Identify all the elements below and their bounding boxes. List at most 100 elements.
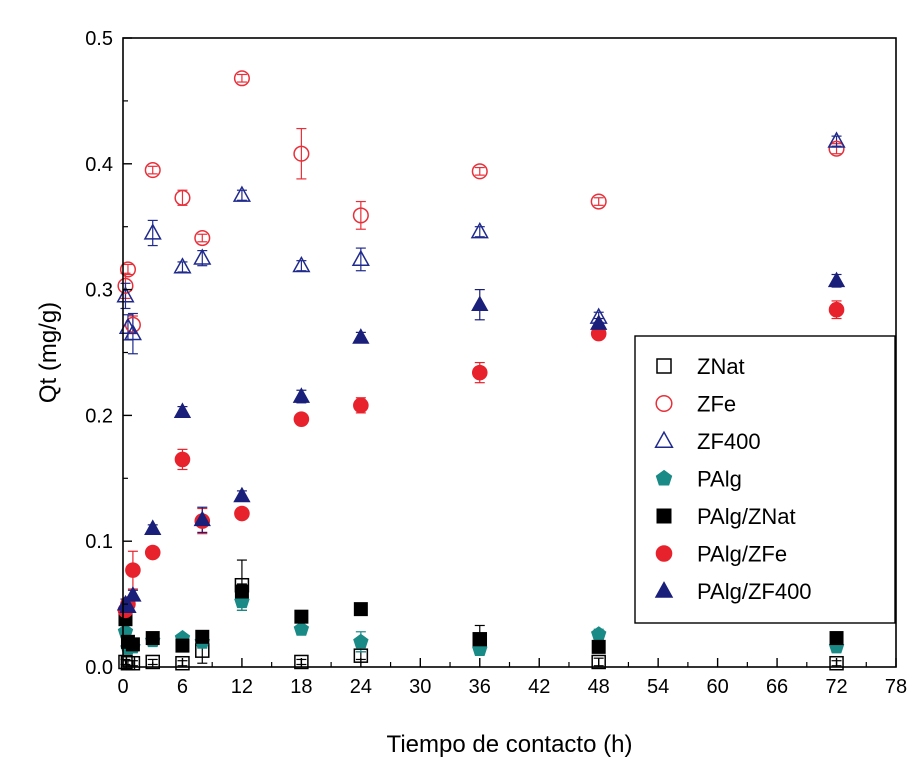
point-palg-zf400 (144, 519, 162, 535)
legend-label-zf400: ZF400 (697, 429, 761, 454)
legend-marker-palg-zf400 (654, 581, 674, 598)
legend-label-zfe: ZFe (697, 392, 736, 417)
legend-label-palg: PAlg (697, 467, 742, 492)
point-zfe (174, 189, 191, 206)
point-palg-zf400 (233, 486, 251, 503)
point-zf400 (351, 249, 370, 267)
point-palg-zfe (234, 505, 250, 522)
x-tick-label: 24 (350, 676, 372, 698)
point-palg-zfe (353, 397, 369, 414)
point-palg-znat (591, 639, 606, 654)
x-axis: 0 6 12 18 24 30 36 42 48 54 60 66 72 78 (117, 658, 907, 698)
point-znat (145, 654, 160, 670)
legend-marker-palg-znat (656, 508, 672, 524)
legend-label-znat: ZNat (697, 354, 745, 379)
point-zf400 (173, 257, 192, 274)
point-zf400 (827, 131, 846, 148)
point-zfe (471, 163, 488, 180)
point-zf400 (232, 185, 251, 202)
y-tick-label: 0.1 (85, 531, 113, 553)
point-zf400 (123, 323, 142, 341)
legend-marker-palg-zfe (655, 545, 673, 562)
legend-marker-zfe (655, 394, 673, 413)
point-palg-znat (353, 602, 368, 617)
point-zfe (828, 140, 845, 157)
y-tick-label: 0.2 (85, 405, 113, 427)
point-zf400 (470, 221, 489, 239)
point-zfe (233, 70, 250, 87)
y-tick-label: 0.3 (85, 280, 113, 302)
point-znat (294, 654, 309, 670)
legend: ZNat ZFe ZF400 PAlg PAlg/ZNat PAlg/ZFe PAlg/ZF… (634, 335, 896, 624)
x-tick-label: 30 (409, 676, 431, 698)
x-tick-label: 48 (588, 676, 610, 698)
point-znat (591, 654, 606, 670)
point-palg-zfe (293, 411, 310, 427)
point-palg-znat (125, 637, 140, 652)
point-zf400 (193, 248, 212, 265)
point-palg-zfe (471, 364, 488, 381)
point-palg-zfe (828, 301, 845, 318)
legend-label-palg-zfe: PAlg/ZFe (697, 542, 787, 567)
point-palg-zf400 (292, 387, 311, 403)
x-tick-label: 36 (469, 676, 491, 698)
y-tick-label: 0.5 (85, 28, 113, 50)
point-znat (118, 654, 133, 670)
point-palg-zfe (125, 562, 141, 578)
point-zfe (119, 261, 137, 278)
point-palg-znat (829, 631, 844, 646)
legend-label-palg-zf400: PAlg/ZF400 (697, 579, 812, 604)
point-znat (175, 655, 190, 671)
legend-label-palg-znat: PAlg/ZNat (697, 504, 796, 529)
point-palg-zf400 (173, 402, 192, 418)
point-zfe (590, 193, 607, 210)
x-tick-label: 78 (885, 676, 907, 698)
point-palg-zf400 (827, 271, 846, 288)
x-tick-label: 54 (647, 676, 669, 698)
point-palg-znat (175, 638, 190, 653)
legend-box (634, 335, 896, 624)
point-palg-zf400 (471, 295, 489, 312)
point-palg-zf400 (193, 510, 211, 527)
point-palg (353, 633, 369, 649)
point-zfe (194, 229, 211, 247)
x-tick-label: 66 (766, 676, 788, 698)
x-tick-label: 18 (290, 676, 312, 698)
point-zfe (144, 162, 161, 179)
point-palg-zf400 (124, 586, 142, 602)
point-zf400 (116, 286, 135, 303)
legend-marker-znat (656, 358, 672, 374)
x-tick-label: 12 (231, 676, 253, 698)
point-znat (829, 655, 844, 671)
legend-marker-zf400 (654, 430, 674, 449)
point-palg-zf400 (352, 328, 370, 344)
point-palg-zf400 (119, 597, 137, 613)
point-znat (125, 655, 141, 671)
point-palg-zf400 (590, 314, 608, 330)
point-zf400 (292, 255, 311, 273)
point-zfe (293, 145, 310, 162)
x-tick-label: 60 (706, 676, 728, 698)
point-palg-znat (472, 632, 487, 647)
y-axis-label: Qt (mg/g) (35, 302, 62, 403)
point-palg-znat (234, 584, 249, 599)
y-axis: 0.0 0.1 0.2 0.3 0.4 0.5 (85, 28, 132, 679)
x-tick-label: 42 (528, 676, 550, 698)
point-zfe (352, 207, 369, 224)
x-tick-label: 6 (177, 676, 188, 698)
y-tick-label: 0.4 (85, 154, 113, 176)
point-palg-znat (195, 629, 210, 644)
point-palg (293, 621, 310, 636)
point-zfe (117, 277, 134, 294)
point-palg-zfe (174, 451, 191, 468)
legend-marker-palg (655, 469, 673, 486)
point-palg-znat (145, 631, 160, 646)
x-axis-label: Tiempo de contacto (h) (387, 731, 633, 757)
x-tick-label: 0 (117, 676, 128, 698)
x-tick-label: 72 (825, 676, 847, 698)
point-palg-zfe (144, 544, 161, 561)
point-palg-znat (294, 609, 309, 624)
data-markers (116, 70, 846, 671)
y-tick-label: 0.0 (85, 657, 113, 679)
